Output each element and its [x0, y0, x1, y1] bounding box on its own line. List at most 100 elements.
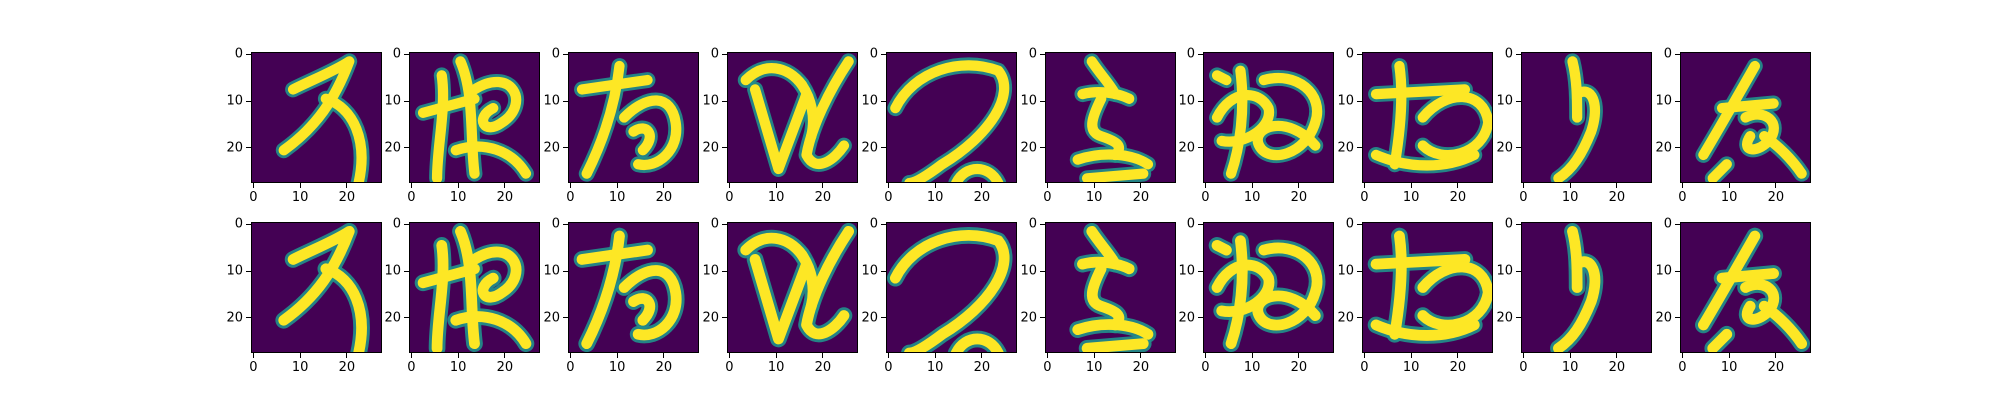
y-tick-label: 0 — [392, 46, 401, 62]
x-tick-label: 10 — [1720, 190, 1738, 205]
x-tick — [1363, 183, 1365, 188]
character-image — [568, 222, 699, 353]
y-tick-label: 10 — [1178, 263, 1195, 279]
x-tick — [1204, 353, 1206, 358]
y-tick-label: 0 — [710, 46, 719, 62]
x-tick — [299, 183, 301, 188]
stroke — [628, 293, 656, 326]
x-tick-label: 10 — [1402, 360, 1420, 375]
x-tick-label: 10 — [926, 190, 944, 205]
x-tick-label: 0 — [249, 190, 258, 205]
stroke — [1086, 263, 1125, 331]
x-tick-label: 0 — [725, 360, 734, 375]
x-tick — [1569, 353, 1571, 358]
y-tick-label: 20 — [384, 310, 401, 326]
y-tick — [1675, 147, 1680, 149]
x-tick — [616, 183, 618, 188]
x-tick — [981, 353, 983, 358]
stroke — [1698, 60, 1761, 161]
y-tick — [563, 147, 568, 149]
y-tick — [881, 147, 886, 149]
y-tick — [246, 100, 251, 102]
x-tick — [616, 353, 618, 358]
y-tick-label: 20 — [226, 140, 243, 156]
image-panel-0-5: 0 10 20 0 10 20 — [1020, 48, 1176, 204]
y-tick — [1040, 317, 1045, 319]
x-tick — [663, 183, 665, 188]
stroke — [1370, 84, 1471, 100]
stroke — [749, 254, 812, 345]
image-panel-1-1: 0 10 20 0 10 20 — [384, 218, 540, 374]
x-tick-label: 0 — [566, 360, 575, 375]
y-tick-label: 0 — [234, 46, 243, 62]
image-panel-0-7: 0 10 20 0 10 20 — [1337, 48, 1493, 204]
y-tick-label: 10 — [1655, 93, 1672, 109]
x-tick-label: 20 — [814, 190, 832, 205]
y-tick-label: 20 — [861, 310, 878, 326]
y-tick-label: 20 — [1178, 140, 1195, 156]
stroke — [1553, 256, 1601, 353]
x-tick — [1728, 183, 1730, 188]
y-tick — [1516, 270, 1521, 272]
x-tick-label: 0 — [1519, 190, 1528, 205]
x-tick — [822, 183, 824, 188]
stroke — [628, 123, 655, 156]
stroke — [1072, 149, 1154, 170]
y-tick-label: 0 — [1663, 216, 1672, 232]
character-image — [1680, 222, 1811, 353]
x-tick — [775, 353, 777, 358]
y-tick — [1516, 100, 1521, 102]
character-image — [1680, 52, 1811, 183]
x-tick — [1410, 183, 1412, 188]
y-tick-label: 0 — [1028, 216, 1037, 232]
x-tick-label: 10 — [926, 360, 944, 375]
stroke — [1370, 319, 1480, 341]
y-tick-label: 10 — [861, 263, 878, 279]
stroke — [889, 229, 1010, 353]
image-panel-0-3: 0 10 20 0 10 20 — [702, 48, 858, 204]
y-tick-label: 20 — [1337, 310, 1354, 326]
x-tick-label: 20 — [1132, 360, 1150, 375]
y-tick — [881, 53, 886, 55]
stroke — [431, 239, 449, 353]
image-panel-0-1: 0 10 20 0 10 20 — [384, 48, 540, 204]
image-background — [1521, 52, 1652, 183]
stroke — [1370, 149, 1480, 171]
stroke — [320, 263, 367, 353]
y-tick — [404, 317, 409, 319]
character-image — [1521, 222, 1652, 353]
y-tick — [1040, 100, 1045, 102]
y-tick-label: 0 — [1186, 216, 1195, 232]
y-tick-label: 10 — [226, 263, 243, 279]
y-tick-label: 20 — [1496, 310, 1513, 326]
y-tick — [404, 147, 409, 149]
stroke — [1417, 261, 1493, 331]
y-tick — [1675, 270, 1680, 272]
y-tick — [563, 100, 568, 102]
x-tick — [1298, 183, 1300, 188]
x-tick — [1616, 353, 1618, 358]
stroke — [740, 232, 808, 261]
y-tick-label: 20 — [702, 310, 719, 326]
image-panel-1-8: 0 10 20 0 10 20 — [1496, 218, 1652, 374]
y-tick — [404, 270, 409, 272]
stroke — [1759, 131, 1807, 179]
stroke — [450, 311, 532, 350]
x-tick-label: 0 — [1043, 360, 1052, 375]
stroke — [278, 56, 355, 156]
x-tick-label: 10 — [1402, 190, 1420, 205]
image-panel-1-9: 0 10 20 0 10 20 — [1655, 218, 1811, 374]
character-image — [1362, 222, 1493, 353]
x-tick — [299, 353, 301, 358]
y-tick — [563, 53, 568, 55]
y-tick-label: 10 — [1020, 93, 1037, 109]
x-tick — [1522, 183, 1524, 188]
y-tick — [1198, 317, 1203, 319]
x-tick-label: 10 — [1085, 360, 1103, 375]
y-tick — [1516, 317, 1521, 319]
y-tick — [246, 53, 251, 55]
y-tick — [1040, 223, 1045, 225]
x-tick-label: 10 — [767, 360, 785, 375]
stroke — [469, 77, 522, 133]
stroke — [618, 265, 682, 341]
